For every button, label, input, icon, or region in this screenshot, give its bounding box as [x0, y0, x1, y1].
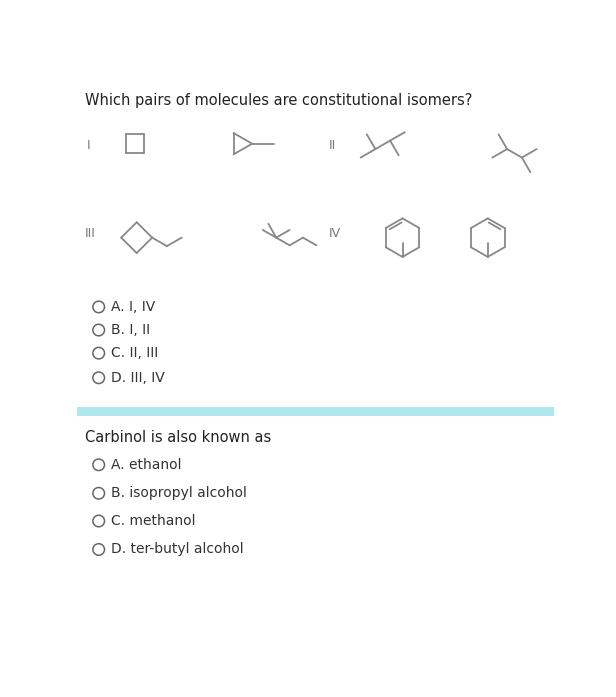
Text: Which pairs of molecules are constitutional isomers?: Which pairs of molecules are constitutio…: [85, 93, 472, 108]
Text: D. ter-butyl alcohol: D. ter-butyl alcohol: [111, 542, 244, 556]
Text: D. III, IV: D. III, IV: [111, 371, 165, 385]
Text: IV: IV: [329, 227, 341, 240]
Text: III: III: [85, 227, 95, 240]
Text: I: I: [87, 139, 91, 152]
Text: B. I, II: B. I, II: [111, 323, 150, 337]
Text: C. II, III: C. II, III: [111, 346, 158, 360]
Text: B. isopropyl alcohol: B. isopropyl alcohol: [111, 487, 247, 500]
Text: A. I, IV: A. I, IV: [111, 300, 155, 314]
Text: A. ethanol: A. ethanol: [111, 458, 182, 472]
Text: C. methanol: C. methanol: [111, 514, 196, 528]
Bar: [77, 407, 554, 416]
Text: II: II: [329, 139, 336, 152]
Text: Carbinol is also known as: Carbinol is also known as: [85, 430, 271, 445]
